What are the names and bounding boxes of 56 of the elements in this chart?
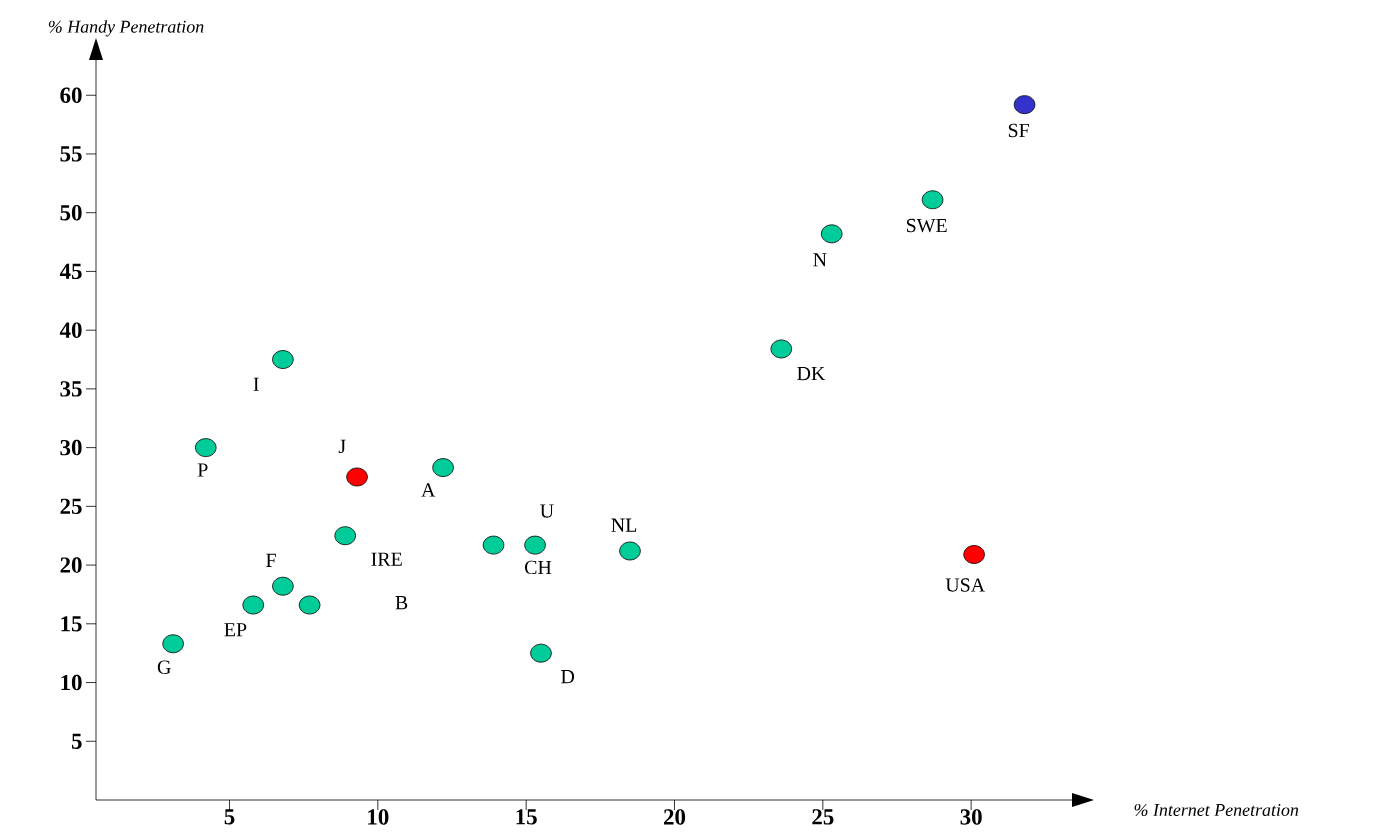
annotation: G (157, 660, 171, 674)
y-tick-label: 40 (59, 322, 82, 338)
point (963, 545, 985, 564)
y-tick-label: 10 (61, 674, 82, 691)
point (921, 190, 944, 210)
point (619, 541, 641, 561)
y-tick-label: 5 (71, 733, 82, 749)
y-tick-label: 35 (60, 381, 82, 397)
x-tick-label: 20 (664, 809, 686, 825)
y-axis-title: % Handy Penetration (48, 20, 204, 37)
point (820, 224, 843, 244)
x-tick-label: 10 (368, 809, 389, 825)
x-tick-label: 30 (960, 809, 982, 825)
y-tick-label: 30 (60, 439, 82, 456)
point (298, 595, 321, 615)
annotation: A (421, 483, 436, 497)
annotation: SF (1008, 123, 1029, 138)
annotation: CH (525, 560, 552, 575)
point (770, 339, 793, 359)
y-tick-label: 15 (61, 616, 82, 632)
point (346, 467, 368, 487)
annotation: DK (797, 367, 826, 381)
x-tick-label: 25 (812, 809, 834, 825)
annotation: P (197, 463, 208, 477)
y-tick-label: 55 (60, 146, 82, 162)
y-tick-label: 25 (60, 498, 82, 515)
point (162, 634, 184, 654)
annotation: IRE (371, 552, 402, 566)
annotation: EP (224, 623, 247, 637)
x-tick-label: 15 (516, 809, 537, 825)
annotation: SWE (906, 218, 947, 233)
annotation: F (266, 553, 276, 567)
point (432, 458, 454, 477)
y-tick-label: 60 (60, 87, 82, 103)
point (272, 576, 294, 596)
annotation: NL (611, 518, 637, 532)
annotation: U (540, 504, 554, 518)
y-tick-label: 50 (60, 204, 82, 221)
point (1013, 95, 1036, 115)
point (524, 535, 546, 555)
x-axis-title: % Internet Penetration (1134, 803, 1299, 817)
point (242, 595, 264, 615)
annotation: I (253, 377, 259, 391)
point (195, 438, 217, 458)
point (272, 350, 294, 369)
point (334, 526, 356, 546)
point (530, 643, 552, 663)
annotation: D (561, 670, 575, 684)
annotation: B (395, 596, 408, 610)
annotation: J (338, 439, 346, 454)
y-tick-label: 45 (59, 263, 82, 280)
point (482, 535, 505, 555)
annotation: USA (945, 578, 985, 592)
x-tick-label: 5 (224, 809, 235, 825)
y-tick-label: 20 (60, 557, 82, 573)
annotation: N (813, 253, 827, 267)
